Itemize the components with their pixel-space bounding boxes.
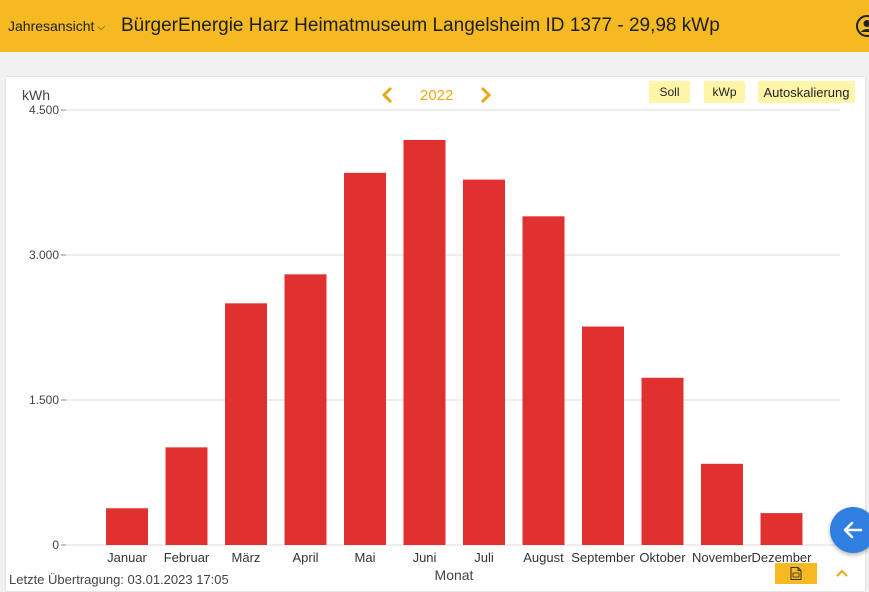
bar-februar[interactable] — [165, 447, 208, 545]
y-tick-label: 3.000 — [29, 248, 59, 262]
kwp-button[interactable]: kWp — [704, 81, 745, 103]
view-select[interactable]: Jahresansicht ⌵ — [8, 18, 105, 34]
x-tick-label: Juli — [474, 550, 494, 565]
bar-dezember[interactable] — [760, 513, 803, 545]
page-title: BürgerEnergie Harz Heimatmuseum Langelsh… — [120, 15, 720, 36]
bar-august[interactable] — [522, 216, 565, 546]
x-axis-title: Monat — [435, 567, 474, 583]
back-fab-button[interactable] — [830, 507, 869, 553]
y-tick-label: 0 — [52, 538, 59, 552]
bar-mai[interactable] — [344, 172, 386, 546]
arrow-left-icon — [843, 521, 863, 539]
y-tick-label: 1.500 — [29, 393, 59, 407]
pdf-export-button[interactable] — [775, 563, 817, 584]
view-select-label: Jahresansicht — [8, 18, 95, 34]
y-axis-unit: kWh — [22, 87, 50, 103]
x-tick-label: April — [292, 550, 318, 565]
chevron-right-icon[interactable] — [477, 86, 493, 104]
x-tick-label: Dezember — [752, 550, 813, 565]
bar-oktober[interactable] — [641, 377, 684, 545]
bar-november[interactable] — [701, 463, 743, 545]
bar-september[interactable] — [582, 326, 624, 545]
bar-märz[interactable] — [225, 303, 267, 545]
soll-button[interactable]: Soll — [649, 81, 690, 103]
x-tick-label: Oktober — [639, 550, 686, 565]
bar-juni[interactable] — [403, 139, 446, 545]
autoscale-button[interactable]: Autoskalierung — [758, 81, 855, 103]
pdf-icon — [790, 567, 802, 580]
x-tick-label: Juni — [413, 550, 437, 565]
x-tick-label: September — [571, 550, 635, 565]
bar-januar[interactable] — [106, 508, 148, 545]
year-label: 2022 — [420, 86, 454, 104]
x-tick-label: Mai — [355, 550, 376, 565]
chevron-up-icon[interactable] — [832, 564, 852, 582]
bar-april[interactable] — [284, 274, 327, 545]
year-navigation: 2022 — [380, 86, 493, 104]
y-tick-label: 4.500 — [29, 103, 59, 117]
last-transfer-status: Letzte Übertragung: 03.01.2023 17:05 — [9, 572, 229, 587]
chevron-down-icon: ⌵ — [97, 21, 105, 33]
x-tick-label: Januar — [107, 550, 147, 565]
chevron-left-icon[interactable] — [380, 86, 396, 104]
user-account-icon[interactable] — [855, 14, 869, 38]
bar-juli[interactable] — [463, 179, 505, 545]
x-tick-label: Februar — [164, 550, 210, 565]
x-tick-label: März — [232, 550, 261, 565]
x-tick-label: November — [692, 550, 753, 565]
top-bar: Jahresansicht ⌵ BürgerEnergie Harz Heima… — [0, 0, 869, 52]
x-tick-label: August — [523, 550, 564, 565]
